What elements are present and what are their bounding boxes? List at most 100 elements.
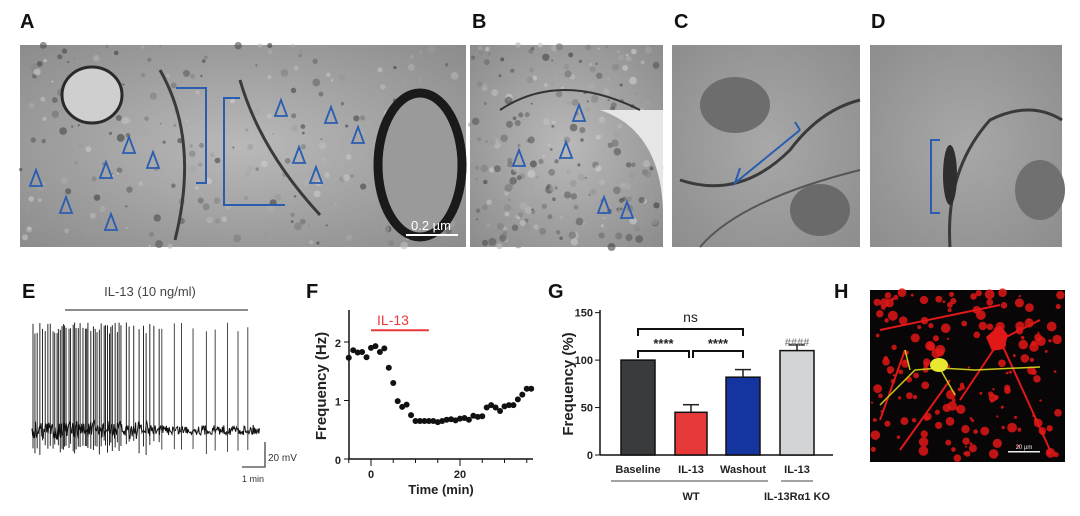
red-signal (870, 446, 876, 452)
g-y-tick-label: 0 (587, 450, 593, 462)
em-texture (638, 196, 645, 204)
em-texture (290, 212, 295, 217)
red-signal (870, 430, 881, 440)
em-texture (345, 124, 349, 128)
em-texture (584, 176, 587, 180)
confocal-image-h: 20 µm (870, 288, 1065, 463)
g-significance-bracket (637, 350, 690, 358)
em-texture (77, 124, 80, 127)
panel-label-d: D (871, 11, 885, 33)
em-texture (519, 219, 527, 227)
em-texture (543, 118, 550, 125)
red-signal (892, 373, 896, 377)
em-texture (582, 222, 585, 225)
em-texture (61, 48, 68, 54)
red-signal (917, 325, 922, 330)
em-texture (578, 173, 585, 181)
red-signal (887, 310, 898, 321)
em-texture (197, 197, 204, 204)
arrowhead-icon (291, 144, 307, 164)
red-signal (1000, 302, 1008, 309)
em-texture (440, 82, 444, 86)
em-texture (573, 204, 579, 210)
em-texture (195, 90, 200, 95)
em-texture (27, 226, 31, 231)
red-signal (1053, 370, 1057, 373)
em-texture (625, 56, 632, 63)
em-texture (570, 238, 579, 246)
em-texture (259, 180, 266, 187)
f-data-point (492, 404, 499, 411)
em-texture (144, 116, 149, 121)
em-texture (350, 174, 354, 178)
em-texture (471, 155, 475, 160)
red-signal (1001, 425, 1005, 430)
em-texture (22, 234, 29, 241)
em-texture (564, 70, 572, 78)
em-texture (548, 143, 551, 147)
red-signal (971, 419, 975, 423)
em-texture (588, 193, 591, 197)
red-signal (935, 421, 943, 429)
em-texture (533, 224, 539, 230)
red-signal (979, 391, 983, 395)
em-texture (474, 165, 480, 170)
red-signal (918, 446, 929, 456)
em-texture (95, 220, 103, 227)
em-texture (617, 123, 622, 129)
em-texture (470, 55, 476, 60)
em-texture (418, 78, 423, 82)
em-texture (450, 72, 459, 80)
em-texture (167, 189, 172, 194)
em-texture (575, 217, 584, 226)
em-texture (519, 201, 528, 210)
f-data-point (488, 402, 495, 409)
em-texture (71, 125, 74, 128)
f-y-tick-label: 0 (335, 455, 341, 467)
em-texture (500, 57, 505, 62)
em-texture (504, 211, 510, 217)
g-bar (725, 376, 761, 456)
em-texture (634, 225, 641, 232)
em-texture (496, 242, 503, 250)
em-texture (138, 181, 143, 187)
red-signal (1055, 304, 1061, 310)
em-texture (19, 167, 23, 172)
em-texture (145, 186, 150, 191)
red-signal (998, 359, 1006, 368)
red-signal (1004, 387, 1011, 394)
em-texture (122, 83, 125, 86)
em-texture (554, 159, 559, 164)
red-signal (872, 418, 877, 422)
red-signal (961, 320, 968, 327)
em-texture (653, 202, 660, 209)
em-texture (471, 117, 480, 126)
red-signal (1034, 333, 1042, 342)
arrowhead-icon (103, 211, 119, 231)
em-texture (290, 220, 294, 223)
f-data-point (483, 404, 490, 411)
em-texture (59, 127, 67, 135)
em-texture (73, 57, 76, 60)
em-texture (39, 41, 47, 49)
em-texture (629, 76, 637, 85)
em-texture (589, 62, 593, 67)
em-texture (247, 143, 254, 151)
f-data-point (443, 416, 450, 423)
em-texture (189, 165, 197, 173)
bracket-a2 (223, 97, 285, 206)
scale-bar-label-h: 20 µm (1016, 445, 1033, 451)
em-texture (517, 143, 521, 147)
em-texture (621, 202, 625, 206)
em-texture (585, 107, 590, 112)
em-texture (41, 139, 46, 144)
em-texture (481, 204, 488, 211)
panel-label-g: G (548, 281, 564, 303)
red-signal (906, 392, 913, 400)
em-texture (334, 203, 337, 206)
em-texture (549, 185, 556, 192)
em-image-a: 0.2 µm (19, 41, 467, 250)
em-texture (313, 190, 321, 198)
panel-label-a: A (20, 11, 34, 33)
f-data-point (408, 412, 415, 419)
